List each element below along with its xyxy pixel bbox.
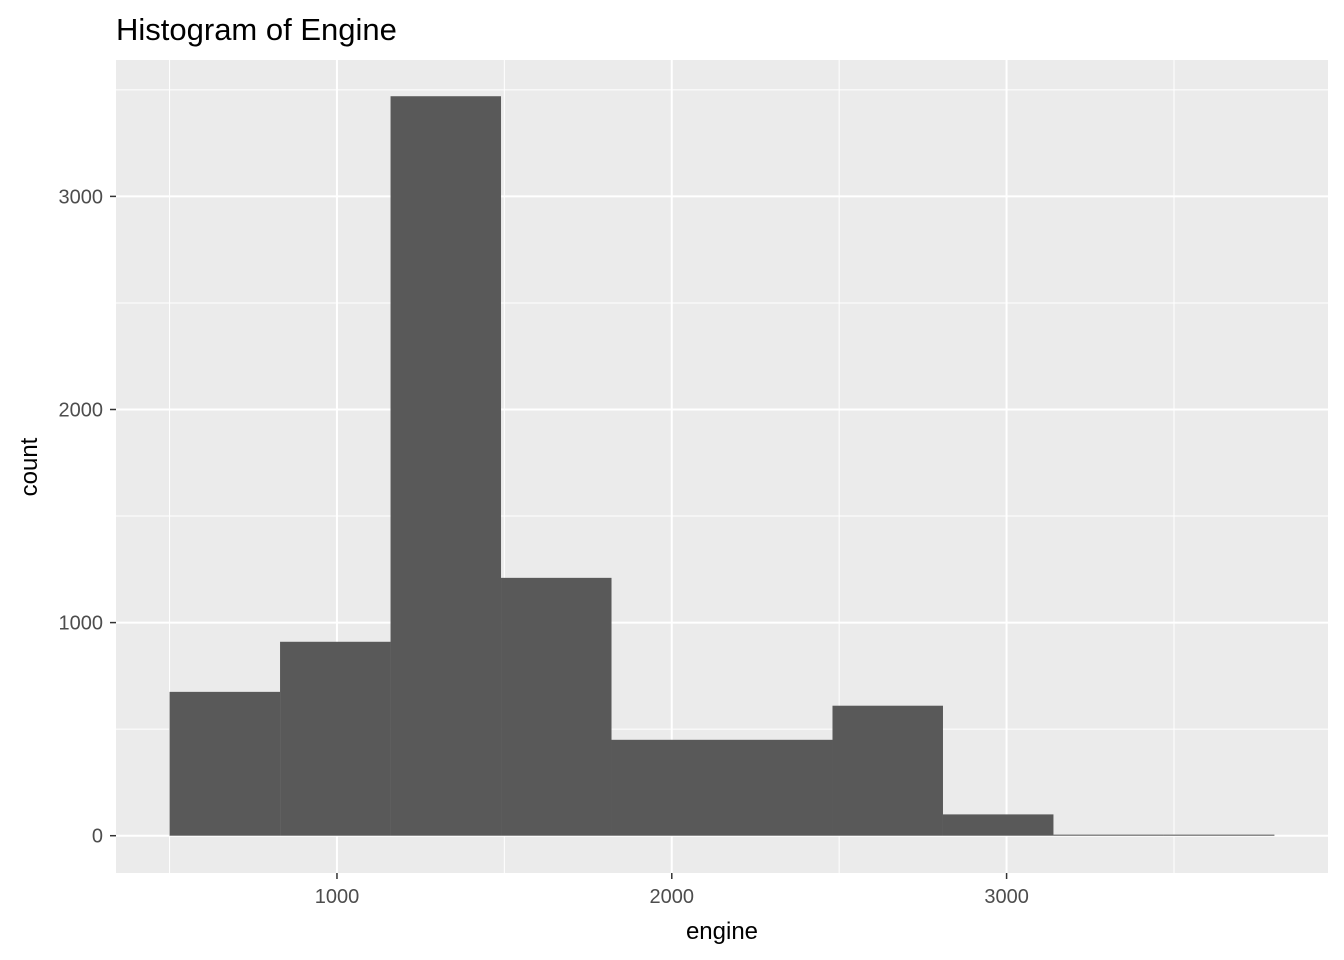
histogram-bar-8 (942, 814, 1054, 836)
y-tick-label: 1000 (59, 613, 104, 635)
y-tick-label: 3000 (59, 186, 104, 208)
histogram-bar-1 (169, 691, 281, 836)
y-tick-label: 2000 (59, 399, 104, 421)
x-tick-label: 1000 (315, 886, 360, 908)
x-tick-labels: 1000 2000 3000 (315, 886, 1029, 908)
x-tick-label: 3000 (984, 886, 1029, 908)
axis-ticks (110, 195, 1008, 879)
chart-title: Histogram of Engine (116, 12, 397, 47)
y-axis-title: count (16, 437, 43, 496)
histogram-bar-4 (501, 577, 612, 836)
histogram-bar-5 (611, 739, 722, 836)
histogram-bar-9 (1053, 834, 1164, 836)
bars (169, 96, 1275, 836)
histogram-bar-7 (832, 705, 943, 836)
x-tick-label: 2000 (650, 886, 695, 908)
y-tick-labels: 0 1000 2000 3000 (59, 186, 104, 847)
histogram-bar-10 (1163, 834, 1275, 836)
histogram-bar-3 (390, 96, 502, 836)
y-tick-label: 0 (92, 826, 103, 848)
x-axis-title: engine (686, 918, 758, 945)
histogram-bar-6 (722, 739, 833, 836)
histogram-bar-2 (280, 641, 391, 836)
